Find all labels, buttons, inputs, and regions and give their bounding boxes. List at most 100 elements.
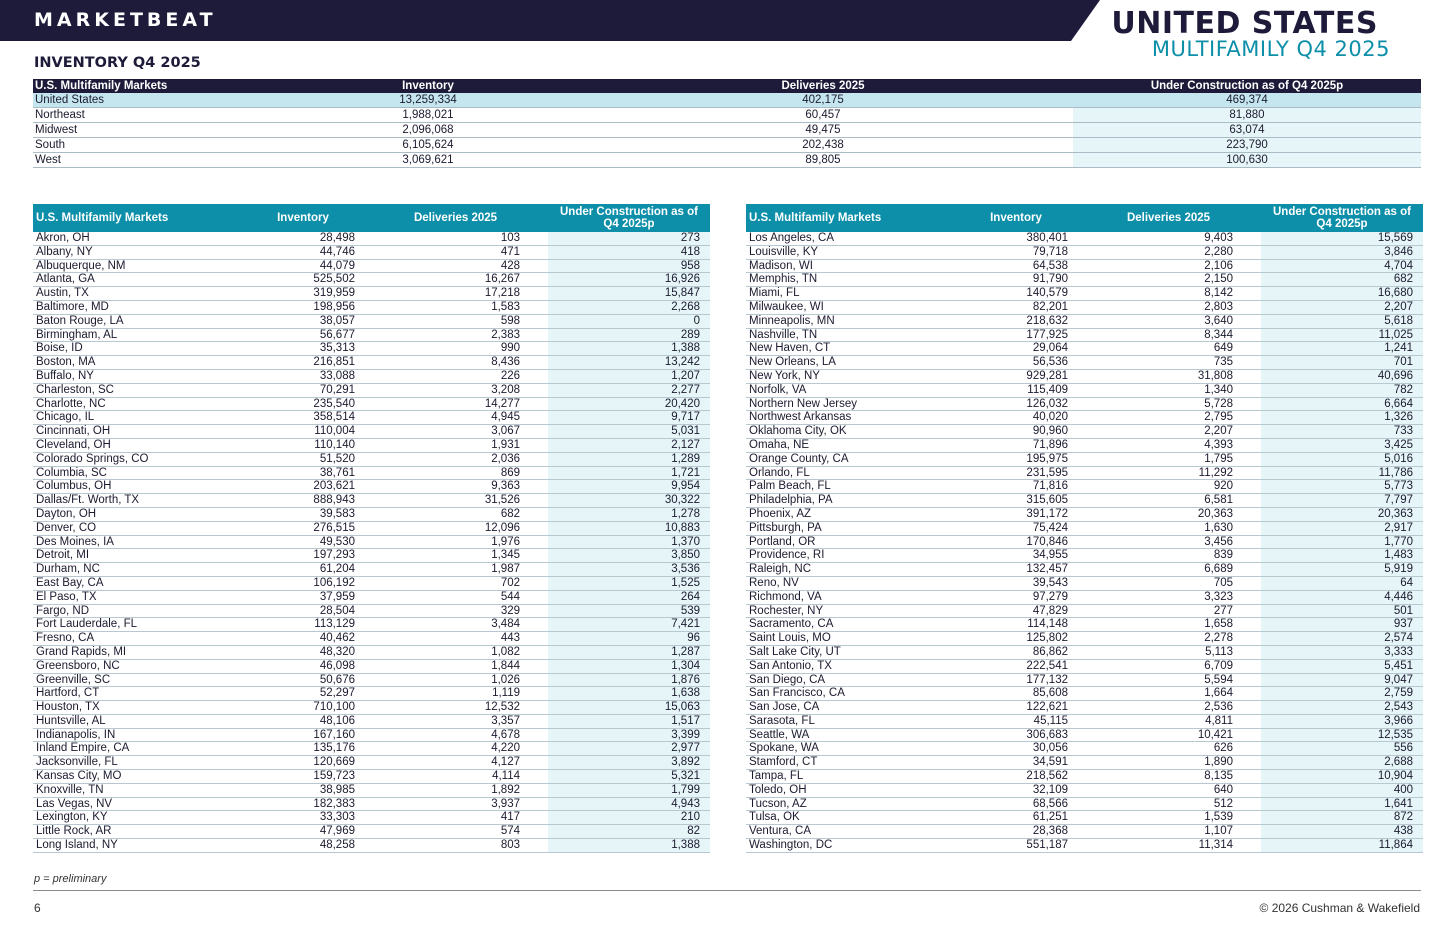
deliveries-value: 869 bbox=[363, 466, 548, 481]
deliveries-value: 1,026 bbox=[363, 673, 548, 688]
inventory-value: 52,297 bbox=[243, 686, 363, 702]
inventory-value: 82,201 bbox=[956, 300, 1076, 315]
under-construction-value: 400 bbox=[1261, 783, 1423, 798]
deliveries-value: 16,267 bbox=[363, 272, 548, 288]
table-row: Midwest 2,096,068 49,475 63,074 bbox=[33, 122, 1421, 138]
inventory-value: 125,802 bbox=[956, 631, 1076, 646]
inventory-value: 888,943 bbox=[243, 493, 363, 508]
under-construction-value: 15,569 bbox=[1261, 232, 1423, 246]
under-construction-value: 15,847 bbox=[548, 286, 710, 301]
table-row: Dallas/Ft. Worth, TX 888,943 31,526 30,322 bbox=[33, 493, 710, 508]
market-name: Columbia, SC bbox=[33, 466, 243, 481]
table-row: Rochester, NY 47,829 277 501 bbox=[746, 604, 1423, 619]
deliveries-value: 1,795 bbox=[1076, 452, 1261, 467]
deliveries-value: 512 bbox=[1076, 797, 1261, 812]
market-name: Orange County, CA bbox=[746, 452, 956, 467]
table-row: Louisville, KY 79,718 2,280 3,846 bbox=[746, 245, 1423, 260]
market-name: Providence, RI bbox=[746, 548, 956, 564]
deliveries-value: 8,344 bbox=[1076, 328, 1261, 343]
table-row: Tampa, FL 218,562 8,135 10,904 bbox=[746, 769, 1423, 784]
column-header: Deliveries 2025 bbox=[573, 79, 1073, 93]
table-row: El Paso, TX 37,959 544 264 bbox=[33, 590, 710, 605]
table-row: Durham, NC 61,204 1,987 3,536 bbox=[33, 562, 710, 577]
deliveries-value: 574 bbox=[363, 824, 548, 840]
inventory-value: 86,862 bbox=[956, 645, 1076, 660]
inventory-value: 710,100 bbox=[243, 700, 363, 715]
deliveries-value: 4,811 bbox=[1076, 714, 1261, 729]
under-construction-value: 782 bbox=[1261, 383, 1423, 398]
inventory-value: 71,896 bbox=[956, 438, 1076, 453]
deliveries-value: 10,421 bbox=[1076, 728, 1261, 743]
column-header: Inventory bbox=[283, 79, 573, 93]
footnote: p = preliminary bbox=[34, 873, 107, 885]
table-row: San Francisco, CA 85,608 1,664 2,759 bbox=[746, 686, 1423, 702]
inventory-value: 90,960 bbox=[956, 424, 1076, 439]
deliveries-value: 89,805 bbox=[573, 152, 1073, 168]
inventory-value: 218,562 bbox=[956, 769, 1076, 784]
under-construction-value: 9,954 bbox=[548, 479, 710, 495]
under-construction-value: 701 bbox=[1261, 355, 1423, 370]
under-construction-value: 1,388 bbox=[548, 838, 710, 853]
inventory-value: 28,368 bbox=[956, 824, 1076, 840]
inventory-value: 35,313 bbox=[243, 341, 363, 357]
table-row: Greensboro, NC 46,098 1,844 1,304 bbox=[33, 659, 710, 674]
deliveries-value: 2,278 bbox=[1076, 631, 1261, 646]
deliveries-value: 3,208 bbox=[363, 383, 548, 398]
under-construction-value: 2,688 bbox=[1261, 755, 1423, 771]
under-construction-value: 10,904 bbox=[1261, 769, 1423, 784]
table-row: Northwest Arkansas 40,020 2,795 1,326 bbox=[746, 410, 1423, 426]
inventory-value: 231,595 bbox=[956, 466, 1076, 481]
inventory-value: 391,172 bbox=[956, 507, 1076, 522]
deliveries-value: 1,976 bbox=[363, 535, 548, 550]
deliveries-value: 20,363 bbox=[1076, 507, 1261, 522]
table-row: Oklahoma City, OK 90,960 2,207 733 bbox=[746, 424, 1423, 439]
column-header: U.S. Multifamily Markets bbox=[33, 79, 283, 93]
under-construction-value: 1,525 bbox=[548, 576, 710, 591]
market-name: Raleigh, NC bbox=[746, 562, 956, 577]
deliveries-value: 5,594 bbox=[1076, 673, 1261, 688]
deliveries-value: 1,082 bbox=[363, 645, 548, 660]
inventory-value: 71,816 bbox=[956, 479, 1076, 495]
table-row: Orange County, CA 195,975 1,795 5,016 bbox=[746, 452, 1423, 467]
market-name: Madison, WI bbox=[746, 259, 956, 274]
deliveries-value: 4,220 bbox=[363, 741, 548, 757]
deliveries-value: 1,890 bbox=[1076, 755, 1261, 771]
inventory-value: 140,579 bbox=[956, 286, 1076, 301]
table-row: South 6,105,624 202,438 223,790 bbox=[33, 137, 1421, 153]
inventory-value: 126,032 bbox=[956, 397, 1076, 412]
under-construction-value: 1,876 bbox=[548, 673, 710, 688]
market-name: Palm Beach, FL bbox=[746, 479, 956, 495]
deliveries-value: 1,892 bbox=[363, 783, 548, 798]
table-row: Memphis, TN 91,790 2,150 682 bbox=[746, 272, 1423, 288]
under-construction-value: 1,641 bbox=[1261, 797, 1423, 812]
under-construction-value: 264 bbox=[548, 590, 710, 605]
deliveries-value: 5,113 bbox=[1076, 645, 1261, 660]
table-row: Denver, CO 276,515 12,096 10,883 bbox=[33, 521, 710, 536]
deliveries-value: 1,583 bbox=[363, 300, 548, 315]
market-name: Memphis, TN bbox=[746, 272, 956, 288]
under-construction-value: 40,696 bbox=[1261, 369, 1423, 384]
deliveries-value: 649 bbox=[1076, 341, 1261, 357]
column-header: Inventory bbox=[956, 204, 1076, 232]
deliveries-value: 2,536 bbox=[1076, 700, 1261, 715]
table-row: Kansas City, MO 159,723 4,114 5,321 bbox=[33, 769, 710, 784]
inventory-value: 525,502 bbox=[243, 272, 363, 288]
under-construction-value: 501 bbox=[1261, 604, 1423, 619]
market-name: Portland, OR bbox=[746, 535, 956, 550]
table-row: Fort Lauderdale, FL 113,129 3,484 7,421 bbox=[33, 617, 710, 633]
market-name: Detroit, MI bbox=[33, 548, 243, 564]
report-subtitle: MULTIFAMILY Q4 2025 bbox=[1151, 37, 1390, 61]
inventory-value: 315,605 bbox=[956, 493, 1076, 508]
market-name: Los Angeles, CA bbox=[746, 232, 956, 246]
market-name: Seattle, WA bbox=[746, 728, 956, 743]
table-row: Fargo, ND 28,504 329 539 bbox=[33, 604, 710, 619]
inventory-value: 132,457 bbox=[956, 562, 1076, 577]
market-name: Greensboro, NC bbox=[33, 659, 243, 674]
market-name: Sarasota, FL bbox=[746, 714, 956, 729]
market-name: Philadelphia, PA bbox=[746, 493, 956, 508]
under-construction-value: 1,799 bbox=[548, 783, 710, 798]
under-construction-value: 1,287 bbox=[548, 645, 710, 660]
market-name: Salt Lake City, UT bbox=[746, 645, 956, 660]
table-row: New Orleans, LA 56,536 735 701 bbox=[746, 355, 1423, 370]
inventory-value: 40,462 bbox=[243, 631, 363, 646]
